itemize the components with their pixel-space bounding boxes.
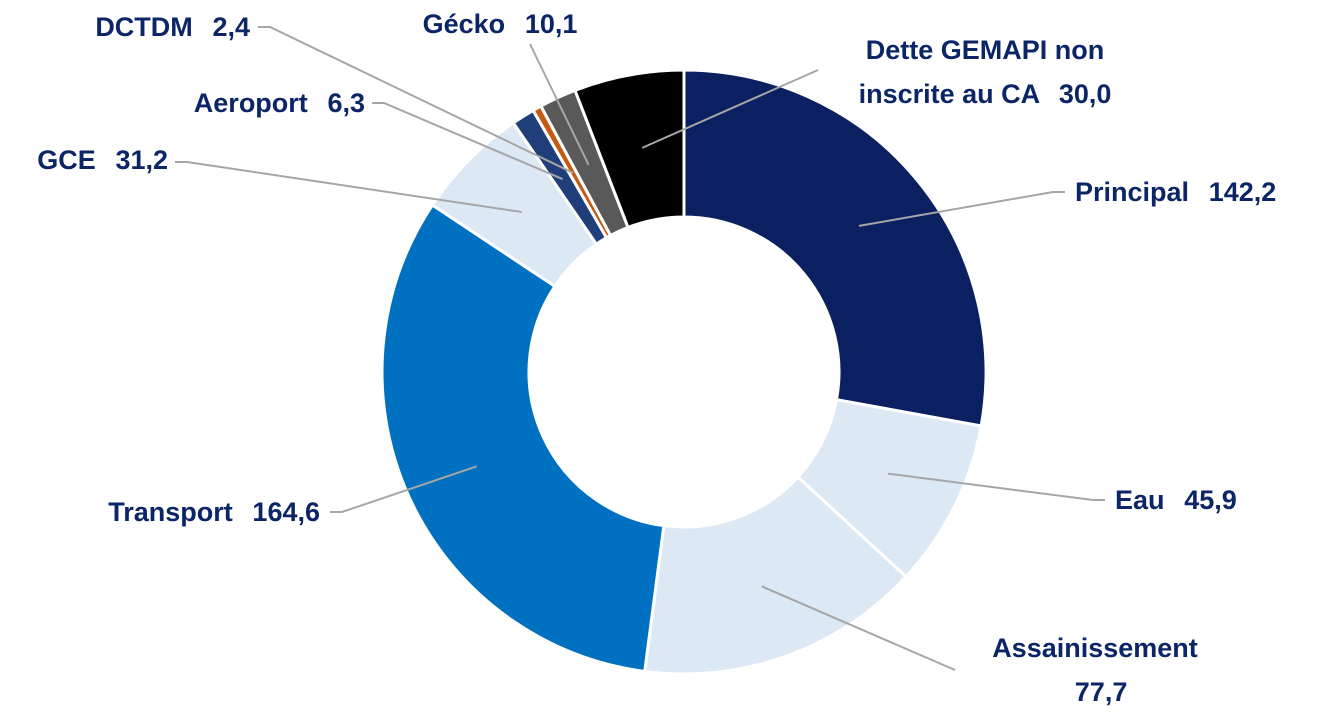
category-name: Aeroport	[193, 88, 308, 118]
data-label: GCE 31,2	[37, 138, 168, 182]
leader-line	[175, 161, 522, 213]
category-name: Gécko	[422, 9, 506, 39]
leader-line	[641, 69, 819, 149]
leader-line	[761, 585, 956, 671]
data-label: Assainissement 77,7	[970, 626, 1220, 714]
data-label: Principal 142,2	[1075, 170, 1276, 214]
value-label: 10,1	[524, 9, 578, 39]
donut-slice	[643, 474, 909, 676]
data-label: Transport 164,6	[108, 490, 320, 534]
donut-slice	[573, 68, 686, 230]
donut-slice	[682, 68, 988, 428]
value-label: 6,3	[327, 88, 365, 118]
value-label: 77,7	[1074, 677, 1128, 707]
category-name: DCTDM	[95, 12, 193, 42]
data-label: Gécko 10,1	[400, 2, 600, 46]
value-label: 31,2	[115, 145, 168, 175]
data-label: DCTDM 2,4	[95, 5, 250, 49]
category-name: GCE	[37, 145, 96, 175]
leader-line	[887, 472, 1105, 501]
category-name: Assainissement	[992, 633, 1198, 663]
value-label: 45,9	[1184, 485, 1237, 515]
data-label: Dette GEMAPI non inscrite au CA 30,0	[815, 28, 1155, 116]
leader-line	[529, 43, 590, 166]
donut-slice	[380, 202, 666, 674]
category-name: Transport	[108, 497, 233, 527]
leader-line	[858, 191, 1065, 227]
value-label: 2,4	[212, 12, 250, 42]
category-name: Eau	[1115, 485, 1165, 515]
leader-line	[330, 465, 477, 513]
value-label: 142,2	[1208, 177, 1277, 207]
category-name: Principal	[1075, 177, 1190, 207]
leader-line	[372, 102, 563, 180]
value-label: 30,0	[1058, 79, 1112, 109]
data-label: Eau 45,9	[1115, 478, 1237, 522]
data-label: Aeroport 6,3	[194, 81, 365, 125]
category-name: Dette GEMAPI non inscrite au CA	[858, 35, 1105, 109]
leader-line	[258, 26, 574, 174]
value-label: 164,6	[252, 497, 320, 527]
